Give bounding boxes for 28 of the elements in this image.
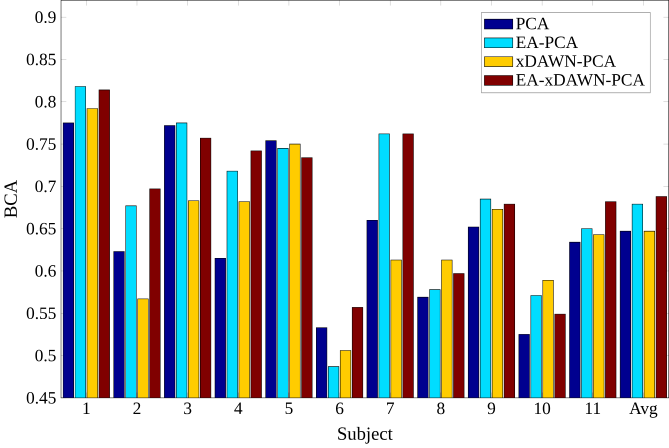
legend-label: EA-xDAWN-PCA bbox=[516, 74, 645, 86]
y-tick-label: 0.6 bbox=[35, 265, 56, 277]
x-tick-label: 10 bbox=[535, 402, 550, 414]
legend-label: PCA bbox=[516, 18, 550, 30]
x-tick-label: 11 bbox=[586, 402, 600, 414]
y-tick-label: 0.75 bbox=[26, 138, 56, 150]
y-tick-label: 0.55 bbox=[26, 307, 56, 320]
y-tick-label: 0.7 bbox=[35, 180, 56, 192]
y-axis-title: BCA bbox=[4, 180, 17, 218]
y-tick-label: 0.9 bbox=[35, 11, 56, 23]
x-axis-title: Subject bbox=[338, 426, 393, 444]
x-tick-label: 8 bbox=[437, 402, 445, 414]
y-tick-label: 0.85 bbox=[26, 54, 56, 66]
legend-label: xDAWN-PCA bbox=[516, 55, 616, 67]
x-tick-label: 7 bbox=[387, 402, 394, 414]
y-tick-label: 0.65 bbox=[26, 222, 56, 234]
x-tick-label: 4 bbox=[234, 402, 242, 414]
x-tick-label: 2 bbox=[133, 402, 140, 414]
x-tick-label: 1 bbox=[84, 402, 90, 414]
y-tick-label: 0.45 bbox=[26, 392, 56, 404]
y-tick-label: 0.8 bbox=[35, 96, 56, 108]
x-tick-label: Avg bbox=[629, 402, 658, 418]
x-tick-label: 3 bbox=[184, 402, 192, 414]
y-tick-label: 0.5 bbox=[35, 350, 56, 362]
x-tick-label: 6 bbox=[336, 402, 344, 414]
legend-label: EA-PCA bbox=[516, 36, 578, 48]
x-tick-label: 5 bbox=[286, 402, 293, 414]
x-tick-label: 9 bbox=[488, 402, 496, 414]
